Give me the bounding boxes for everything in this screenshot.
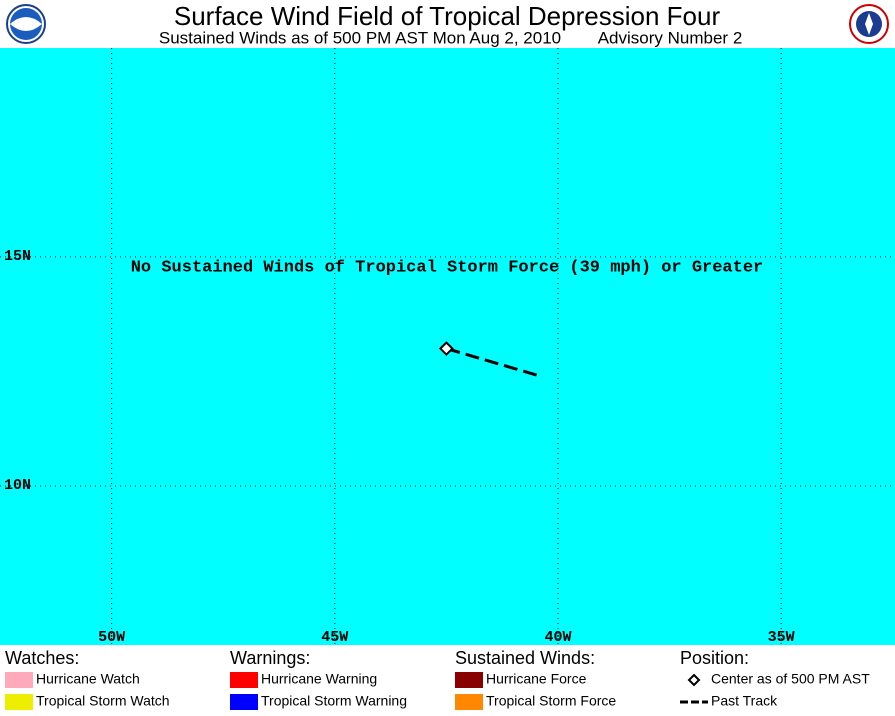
past-track xyxy=(445,347,541,378)
storm-center xyxy=(438,341,454,356)
noaa-logo xyxy=(6,4,46,44)
x-tick-label: 50W xyxy=(98,629,125,646)
legend-heading: Sustained Winds: xyxy=(455,648,595,668)
legend-label: Hurricane Warning xyxy=(261,671,377,687)
legend-label: Tropical Storm Force xyxy=(486,693,616,709)
x-tick-label: 45W xyxy=(321,629,348,646)
legend-swatch xyxy=(230,672,258,688)
annotation: No Sustained Winds of Tropical Storm For… xyxy=(131,258,764,277)
legend-label: Tropical Storm Watch xyxy=(36,693,170,709)
legend-icon xyxy=(687,673,701,687)
legend-label: Hurricane Watch xyxy=(36,671,140,687)
legend-swatch xyxy=(5,672,33,688)
legend-swatch xyxy=(230,694,258,710)
nws-logo xyxy=(849,4,889,44)
legend-heading: Watches: xyxy=(5,648,79,668)
x-tick-label: 35W xyxy=(768,629,795,646)
legend-swatch xyxy=(455,694,483,710)
legend-swatch xyxy=(455,672,483,688)
legend-heading: Position: xyxy=(680,648,749,668)
legend-heading: Warnings: xyxy=(230,648,310,668)
legend-swatch xyxy=(5,694,33,710)
x-tick-label: 40W xyxy=(544,629,571,646)
legend-label: Past Track xyxy=(711,693,778,709)
legend-label: Tropical Storm Warning xyxy=(261,693,407,709)
subtitle: Sustained Winds as of 500 PM AST Mon Aug… xyxy=(159,28,561,47)
advisory: Advisory Number 2 xyxy=(598,28,743,47)
y-tick-label: 10N xyxy=(4,477,31,494)
legend-label: Hurricane Force xyxy=(486,671,587,687)
legend-label: Center as of 500 PM AST xyxy=(711,671,870,687)
y-tick-label: 15N xyxy=(4,248,31,265)
title: Surface Wind Field of Tropical Depressio… xyxy=(174,1,721,31)
